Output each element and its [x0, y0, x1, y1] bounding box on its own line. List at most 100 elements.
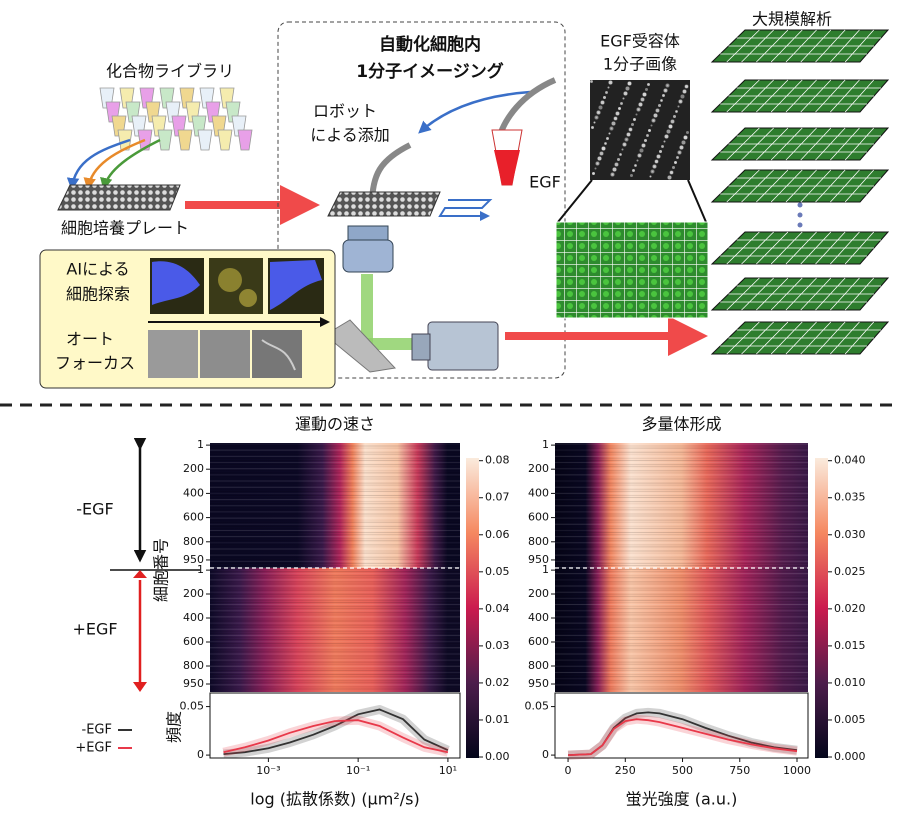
- camera: [427, 321, 499, 371]
- molecule-dot: [601, 146, 606, 151]
- molecule-dot: [678, 151, 681, 154]
- molecule-dot: [648, 129, 651, 132]
- heatmap-tick-label: 950: [528, 677, 549, 690]
- robot-label: ロボット: [313, 102, 377, 121]
- plate-label: 細胞培養プレート: [61, 219, 189, 238]
- library-label: 化合物ライブラリ: [106, 62, 234, 81]
- y-tick-label: 0.05: [180, 700, 205, 713]
- molecule-dot: [644, 139, 647, 142]
- arrow: [100, 138, 161, 191]
- x-tick-label: 10⁻³: [256, 764, 280, 777]
- light-beam: [361, 274, 373, 349]
- heatmap-tick-label: 200: [528, 462, 549, 475]
- colorbar-tick-label: 0.01: [485, 713, 510, 726]
- arrow: [418, 90, 531, 134]
- molecule-dot: [660, 99, 663, 102]
- colorbar-tick-label: 0.05: [485, 565, 510, 578]
- molecule-dot: [640, 97, 645, 102]
- colorbar: [466, 458, 479, 758]
- molecule-dot: [681, 140, 686, 145]
- molecule-dot: [626, 132, 631, 137]
- molecule-dot: [639, 148, 644, 153]
- colorbar: [815, 458, 828, 758]
- molecule-dot: [642, 92, 647, 97]
- colorbar-tick-label: 0.010: [834, 676, 866, 689]
- imaging-title: 自動化細胞内: [379, 34, 481, 55]
- y-tick-label: 0.05: [525, 700, 550, 713]
- molecule-dot: [679, 100, 682, 103]
- molecule-dot: [670, 119, 675, 124]
- tube: [237, 129, 253, 151]
- molecule-dot: [618, 107, 621, 110]
- molecule-dot: [675, 110, 678, 113]
- colorbar-tick-label: 0.08: [485, 454, 510, 467]
- heatmap-tick-label: 1: [542, 438, 549, 451]
- heatmap-tick-label: 1: [197, 438, 204, 451]
- y-tick-label: 0: [542, 748, 549, 761]
- minus-label: -EGF: [76, 500, 113, 519]
- molecule-dot: [655, 108, 660, 113]
- colorbar-tick-label: 0.00: [485, 750, 510, 763]
- receptor-label: EGF受容体: [600, 32, 680, 51]
- molecule-dot: [590, 80, 593, 83]
- colorbar-tick-label: 0.040: [834, 454, 866, 467]
- molecule-dot: [653, 165, 656, 168]
- colorbar-tick-label: 0.015: [834, 639, 866, 652]
- heatmap-tick-label: 600: [183, 635, 204, 648]
- molecule-dot: [684, 84, 689, 89]
- molecule-dot: [658, 104, 661, 107]
- y-tick-label: 0: [197, 748, 204, 761]
- legend-label: +EGF: [75, 741, 112, 756]
- scan-arrow: [438, 199, 493, 221]
- heatmap-tick-label: 600: [183, 511, 204, 524]
- egf-liquid: [494, 150, 520, 185]
- single-molecule-image: [590, 80, 690, 180]
- x-tick-label: 250: [615, 764, 636, 777]
- colorbar-tick-label: 0.005: [834, 713, 866, 726]
- heatmap-tick-label: 1: [197, 563, 204, 576]
- molecule-dot: [595, 116, 598, 119]
- molecule-dot: [615, 111, 620, 116]
- molecule-dot: [592, 172, 595, 175]
- molecule-dot: [632, 169, 635, 172]
- molecule-dot: [672, 166, 675, 169]
- heatmap-tick-label: 1: [542, 563, 549, 576]
- molecule-dot: [651, 170, 654, 173]
- molecule-dot: [645, 88, 648, 91]
- x-tick-label: 10¹: [439, 764, 457, 777]
- molecule-dot: [656, 154, 661, 159]
- ellipsis-dot: [797, 212, 803, 218]
- molecule-dot: [593, 121, 596, 124]
- molecule-dot: [623, 143, 626, 146]
- legend-label: -EGF: [82, 723, 112, 738]
- molecule-dot: [605, 91, 608, 94]
- series-line: [223, 719, 449, 754]
- molecule-dot: [597, 111, 600, 114]
- ai-images: [150, 258, 324, 314]
- colorbar-tick-label: 0.030: [834, 528, 866, 541]
- heatmap-tick-label: 800: [528, 659, 549, 672]
- molecule-dot: [639, 103, 642, 106]
- molecule-dot: [614, 162, 619, 167]
- molecule-dot: [599, 151, 604, 156]
- imaging-title: 1分子イメージング: [356, 61, 504, 82]
- molecule-dot: [610, 127, 613, 130]
- heatmap-tick-label: 950: [528, 553, 549, 566]
- molecule-dot: [611, 121, 616, 126]
- molecule-dot: [603, 96, 606, 99]
- tube: [157, 129, 173, 151]
- colorbar-tick-label: 0.02: [485, 676, 510, 689]
- colorbar-tick-label: 0.000: [834, 750, 866, 763]
- molecule-dot: [625, 86, 630, 91]
- molecule-dot: [669, 170, 674, 175]
- molecule-dot: [683, 135, 688, 140]
- x-tick-label: 1000: [783, 764, 811, 777]
- molecule-dot: [663, 140, 666, 143]
- molecule-dot: [634, 164, 637, 167]
- molecule-dot: [652, 119, 655, 122]
- tube: [177, 129, 193, 151]
- molecule-dot: [630, 174, 633, 177]
